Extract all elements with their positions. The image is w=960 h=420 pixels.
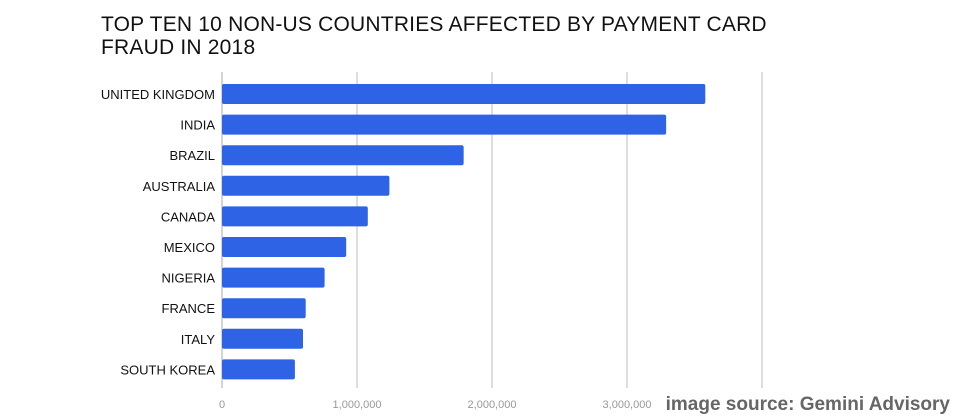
x-tick-label: 2,000,000 [468, 399, 517, 411]
bar-south-korea [222, 359, 295, 380]
category-label-australia: AUSTRALIA [143, 179, 216, 194]
bar-france [222, 298, 306, 319]
category-label-south-korea: SOUTH KOREA [120, 362, 215, 377]
x-tick-labels: 0 1,000,000 2,000,000 3,000,000 [219, 399, 652, 411]
category-labels: UNITED KINGDOM INDIA BRAZIL AUSTRALIA CANADA… [101, 87, 215, 377]
x-tick-label: 1,000,000 [333, 399, 382, 411]
category-label-brazil: BRAZIL [169, 148, 215, 163]
bar-india [222, 114, 667, 135]
bar-italy [222, 328, 303, 349]
chart-title: TOP TEN 10 NON-US COUNTRIES AFFECTED BY … [101, 13, 801, 59]
image-credit: image source: Gemini Advisory [665, 394, 950, 415]
category-label-united-kingdom: UNITED KINGDOM [101, 87, 215, 102]
category-label-india: INDIA [180, 118, 215, 133]
chart-title-line-2: FRAUD IN 2018 [101, 36, 256, 59]
category-label-canada: CANADA [161, 209, 216, 224]
bar-united-kingdom [222, 84, 706, 104]
bar-australia [222, 175, 390, 196]
x-tick-label: 3,000,000 [603, 399, 652, 411]
bars [222, 84, 706, 380]
x-tick-label: 0 [219, 399, 225, 411]
bar-mexico [222, 237, 347, 257]
category-label-mexico: MEXICO [164, 240, 215, 255]
category-label-italy: ITALY [181, 332, 216, 347]
bar-brazil [222, 145, 464, 166]
category-label-france: FRANCE [162, 301, 216, 316]
chart-title-line-1: TOP TEN 10 NON-US COUNTRIES AFFECTED BY … [101, 13, 767, 36]
bar-nigeria [222, 267, 325, 288]
category-label-nigeria: NIGERIA [162, 271, 216, 286]
bar-canada [222, 206, 368, 227]
